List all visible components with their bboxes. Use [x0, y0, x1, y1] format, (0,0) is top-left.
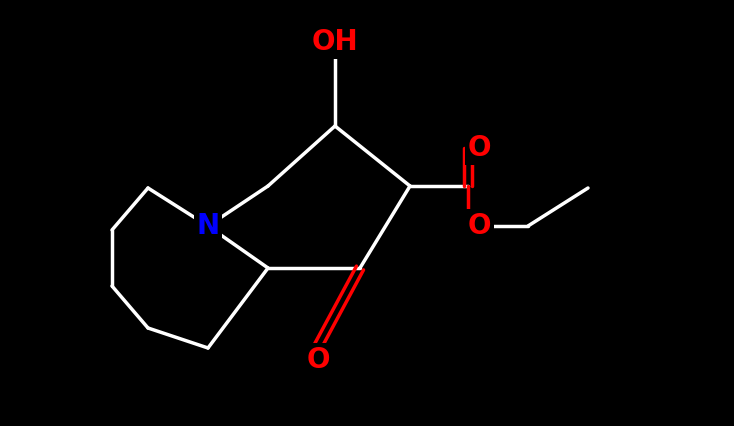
Text: N: N	[197, 212, 219, 240]
Text: OH: OH	[312, 28, 358, 56]
Text: O: O	[468, 134, 492, 162]
Text: O: O	[468, 212, 492, 240]
Text: O: O	[306, 346, 330, 374]
